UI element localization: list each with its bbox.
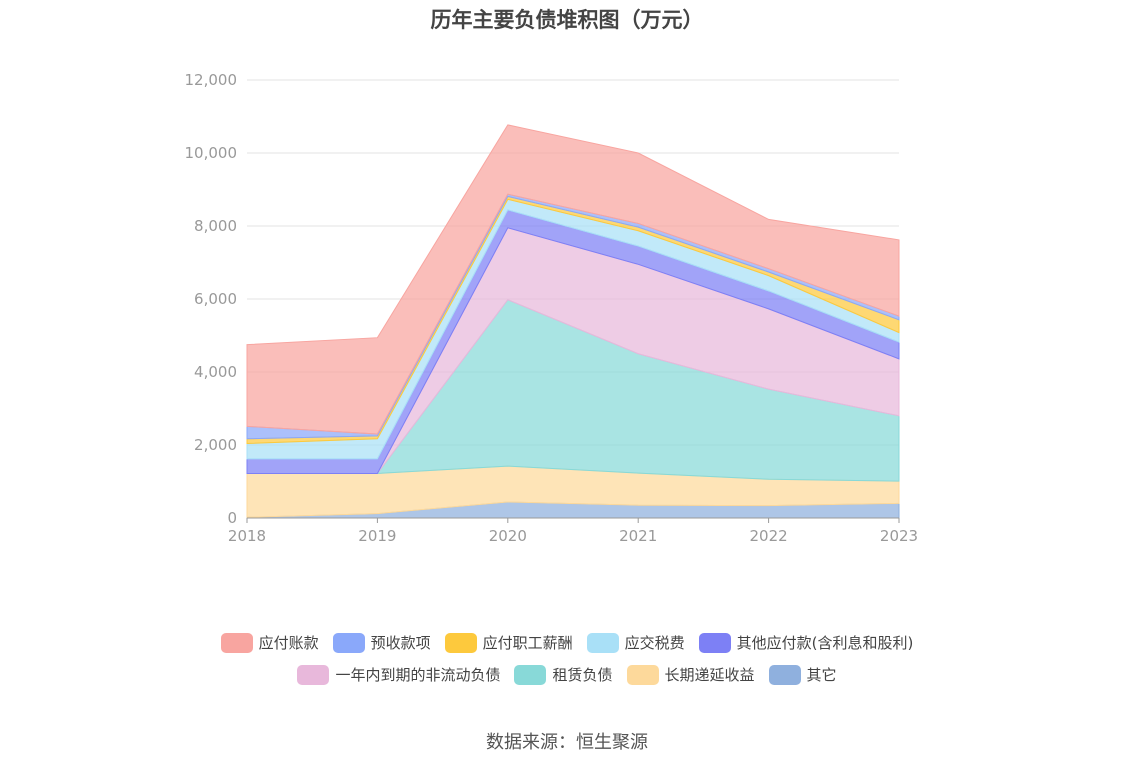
y-tick-label: 2,000 bbox=[194, 436, 237, 454]
area-series bbox=[246, 124, 900, 519]
legend-swatch bbox=[514, 664, 547, 685]
legend-item[interactable]: 应付账款 bbox=[220, 632, 319, 653]
x-tick-label: 2019 bbox=[358, 527, 396, 545]
legend-row-1: 应付账款 预收款项 应付职工薪酬 应交税费 其他应付款(含利息和股利) bbox=[0, 632, 1134, 653]
legend-swatch bbox=[297, 664, 330, 685]
legend-label: 应付职工薪酬 bbox=[482, 634, 573, 652]
legend-label: 租赁负债 bbox=[552, 666, 613, 684]
area-应付账款 bbox=[246, 124, 900, 435]
x-tick-label: 2021 bbox=[619, 527, 657, 545]
y-tick-label: 10,000 bbox=[185, 144, 238, 162]
legend-item[interactable]: 预收款项 bbox=[332, 632, 431, 653]
legend-label: 其它 bbox=[806, 666, 837, 684]
legend-item[interactable]: 应付职工薪酬 bbox=[444, 632, 573, 653]
legend-swatch bbox=[220, 632, 253, 653]
legend-label: 预收款项 bbox=[370, 634, 431, 652]
y-tick-label: 8,000 bbox=[194, 217, 237, 235]
legend-swatch bbox=[768, 664, 801, 685]
stacked-area-chart: 0 2,000 4,000 6,000 8,000 10,000 12,000 2018 201… bbox=[185, 71, 919, 545]
data-source: 数据来源：恒生聚源 bbox=[486, 732, 648, 753]
legend-item[interactable]: 其他应付款(含利息和股利) bbox=[698, 632, 914, 653]
legend-label: 应交税费 bbox=[624, 634, 685, 652]
legend-item[interactable]: 应交税费 bbox=[586, 632, 685, 653]
legend-swatch bbox=[586, 632, 619, 653]
y-tick-label: 12,000 bbox=[185, 71, 238, 89]
x-tick-label: 2018 bbox=[228, 527, 266, 545]
y-tick-label: 4,000 bbox=[194, 363, 237, 381]
x-tick-label: 2023 bbox=[880, 527, 918, 545]
legend-item[interactable]: 长期递延收益 bbox=[626, 664, 755, 685]
legend-label: 长期递延收益 bbox=[664, 666, 755, 684]
axes: 0 2,000 4,000 6,000 8,000 10,000 12,000 2018 201… bbox=[185, 71, 919, 545]
legend-item[interactable]: 租赁负债 bbox=[514, 664, 613, 685]
legend-item[interactable]: 一年内到期的非流动负债 bbox=[297, 664, 500, 685]
legend-swatch bbox=[626, 664, 659, 685]
chart-title: 历年主要负债堆积图（万元） bbox=[430, 8, 704, 32]
legend-swatch bbox=[332, 632, 365, 653]
legend-row-2: 一年内到期的非流动负债 租赁负债 长期递延收益 其它 bbox=[0, 664, 1134, 685]
legend-swatch bbox=[444, 632, 477, 653]
legend-label: 应付账款 bbox=[258, 634, 319, 652]
y-tick-label: 6,000 bbox=[194, 290, 237, 308]
legend-item[interactable]: 其它 bbox=[768, 664, 837, 685]
x-tick-label: 2020 bbox=[489, 527, 527, 545]
x-tick-label: 2022 bbox=[750, 527, 788, 545]
legend-label: 其他应付款(含利息和股利) bbox=[736, 634, 914, 652]
legend-label: 一年内到期的非流动负债 bbox=[335, 666, 501, 684]
legend-swatch bbox=[698, 632, 731, 653]
y-tick-label: 0 bbox=[227, 509, 237, 527]
